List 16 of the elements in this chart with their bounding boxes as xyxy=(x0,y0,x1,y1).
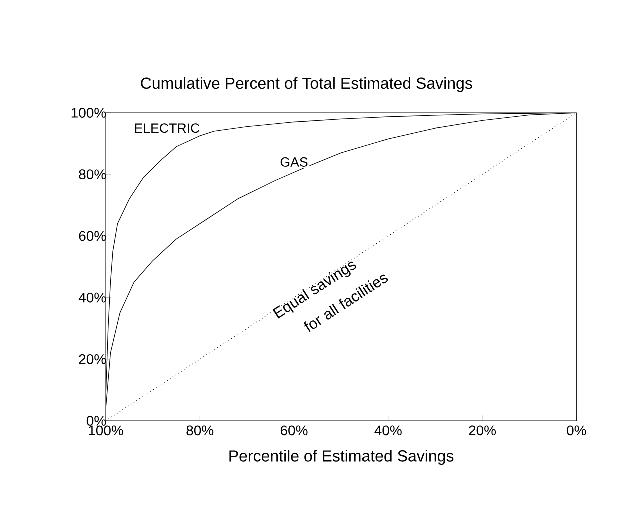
x-tick-label: 40% xyxy=(374,426,402,436)
x-axis-title: Percentile of Estimated Savings xyxy=(230,450,454,466)
x-tick-label: 20% xyxy=(469,426,496,436)
series-label: GAS xyxy=(280,158,308,167)
y-tick-label: 100% xyxy=(72,108,106,118)
x-tick-label: 0% xyxy=(567,426,586,436)
chart-title: Cumulative Percent of Total Estimated Savings xyxy=(141,77,472,92)
y-tick-label: 80% xyxy=(79,170,106,180)
x-tick-label: 80% xyxy=(186,426,214,436)
x-tick-label: 60% xyxy=(280,426,308,436)
y-tick-label: 40% xyxy=(78,292,106,303)
x-tick-label: 100% xyxy=(89,426,124,436)
series-label: ELECTRIC xyxy=(135,124,200,134)
y-tick-label: 60% xyxy=(79,231,106,242)
y-tick-label: 0% xyxy=(86,416,106,426)
y-tick-label: 20% xyxy=(79,354,106,364)
